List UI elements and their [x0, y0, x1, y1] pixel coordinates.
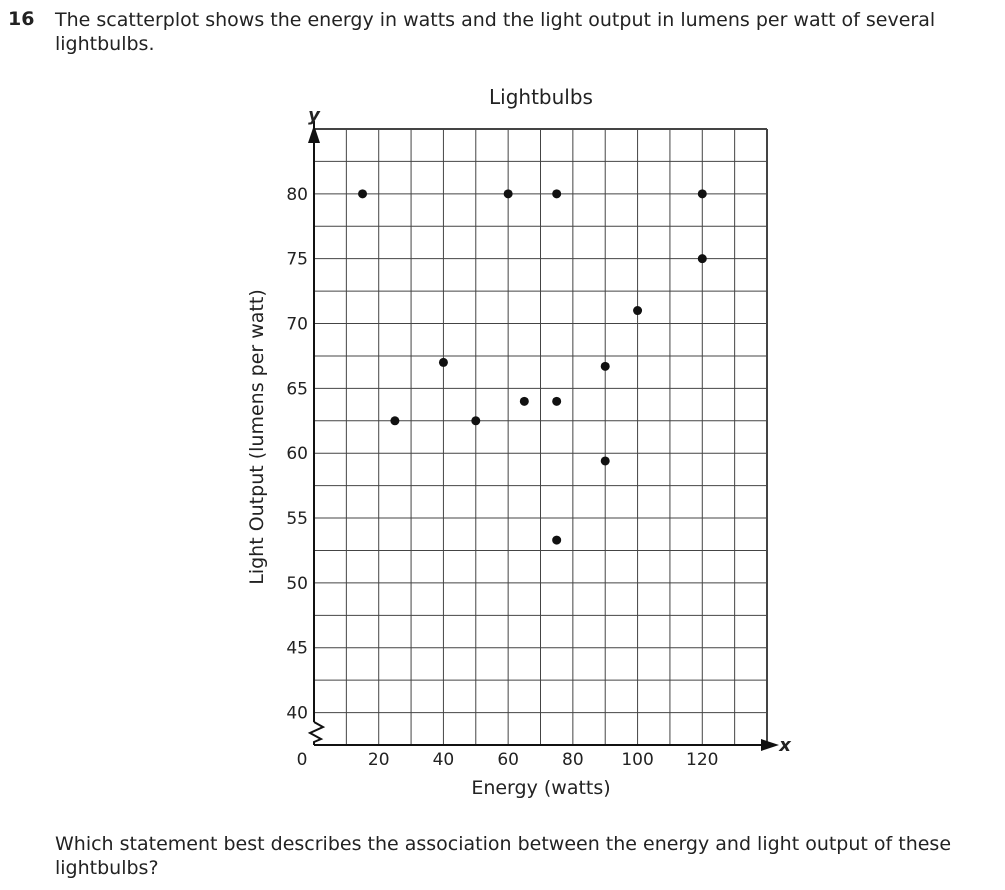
- y-tick-label: 40: [286, 704, 308, 724]
- data-point: [503, 189, 513, 199]
- x-tick-label: 100: [621, 750, 653, 770]
- data-point: [552, 535, 562, 545]
- data-point: [600, 361, 610, 371]
- x-axis-arrow: [761, 739, 779, 751]
- x-tick-label: 60: [497, 750, 519, 770]
- y-axis-title: Light Output (lumens per watt): [246, 289, 268, 585]
- data-point: [390, 416, 400, 426]
- origin-label: 0: [297, 750, 308, 770]
- y-tick-label: 80: [286, 185, 308, 205]
- y-axis-break: [307, 721, 326, 745]
- chart-axes: xy: [307, 105, 792, 756]
- data-point: [438, 357, 448, 367]
- x-tick-label: 120: [686, 750, 718, 770]
- data-point: [552, 396, 562, 406]
- chart-title: Lightbulbs: [489, 85, 593, 109]
- data-point: [519, 396, 529, 406]
- y-tick-label: 70: [286, 315, 308, 335]
- data-point: [633, 306, 643, 316]
- chart-grid: [314, 128, 768, 745]
- question-prompt: The scatterplot shows the energy in watt…: [55, 9, 936, 55]
- data-point: [600, 456, 610, 466]
- x-axis-letter: x: [778, 735, 792, 756]
- tick-labels: 0 20 40 60 80 100 120 40 45 50 55 60 65 70 75 80: [286, 185, 718, 770]
- x-tick-label: 20: [368, 750, 390, 770]
- y-axis-arrow: [308, 125, 320, 143]
- y-tick-label: 55: [286, 509, 308, 529]
- question-followup: Which statement best describes the assoc…: [55, 833, 952, 879]
- x-axis-title: Energy (watts): [471, 777, 610, 799]
- data-point: [697, 189, 707, 199]
- question-number: 16: [8, 8, 35, 30]
- y-tick-label: 50: [286, 574, 308, 594]
- y-tick-label: 60: [286, 444, 308, 464]
- data-point: [471, 416, 481, 426]
- data-point: [358, 189, 368, 199]
- data-points: [358, 189, 707, 545]
- y-tick-label: 65: [286, 379, 308, 399]
- data-point: [697, 254, 707, 264]
- data-point: [552, 189, 562, 199]
- x-tick-label: 80: [562, 750, 584, 770]
- x-tick-label: 40: [433, 750, 455, 770]
- y-tick-label: 45: [286, 639, 308, 659]
- y-tick-label: 75: [286, 250, 308, 270]
- y-axis-letter: y: [308, 105, 321, 126]
